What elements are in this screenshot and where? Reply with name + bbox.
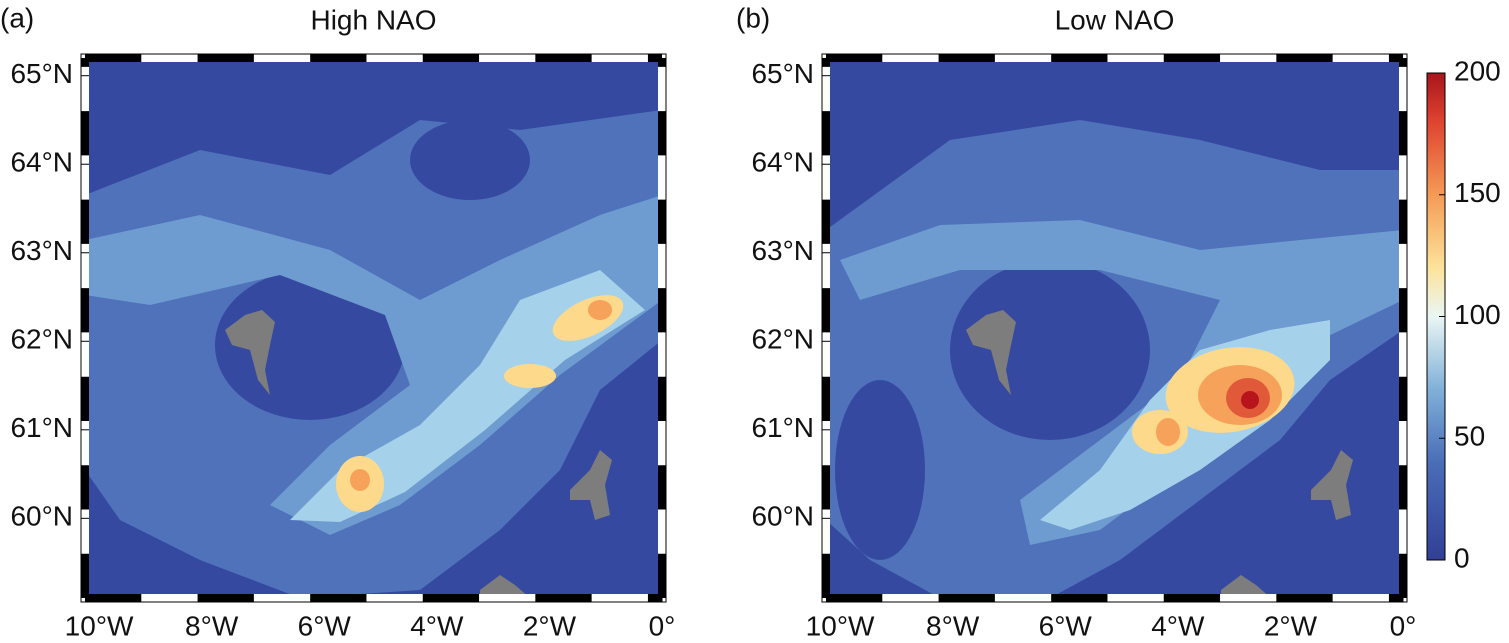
y-tick-label: 61°N [10,412,73,443]
y-tick-label: 65°N [751,58,814,89]
x-tick-label: 6°W [298,610,352,641]
x-tick-label: 10°W [65,610,134,641]
y-tick-label: 60°N [10,501,73,532]
colorbar-tick-label: 0 [1454,542,1470,573]
x-tick-label: 10°W [806,610,875,641]
x-tick-label: 4°W [410,610,464,641]
x-tick-label: 8°W [926,610,980,641]
colorbar-tick-label: 100 [1454,299,1501,330]
y-tick-label: 63°N [10,235,73,266]
x-tick-label: 2°W [523,610,577,641]
colorbar-tick-label: 50 [1454,421,1485,452]
colorbar-tick-label: 150 [1454,177,1501,208]
y-tick-label: 62°N [10,324,73,355]
contour-field [826,58,1403,598]
x-tick-label: 0° [1390,610,1417,641]
axes-border [821,53,1408,603]
y-tick-label: 64°N [751,147,814,178]
y-tick-label: 62°N [751,324,814,355]
x-tick-label: 8°W [185,610,239,641]
panel-title: High NAO [310,4,436,35]
y-tick-label: 64°N [10,147,73,178]
x-tick-label: 0° [649,610,676,641]
axes-border [80,53,667,603]
x-tick-label: 6°W [1039,610,1093,641]
panel-label: (b) [736,2,770,33]
y-tick-label: 65°N [10,58,73,89]
panel-title: Low NAO [1055,4,1175,35]
x-tick-label: 4°W [1151,610,1205,641]
y-tick-label: 60°N [751,501,814,532]
contour-field [85,58,662,598]
y-tick-label: 63°N [751,235,814,266]
x-tick-label: 2°W [1264,610,1318,641]
colorbar-tick-label: 200 [1454,55,1501,86]
panel-label: (a) [0,2,34,33]
y-tick-label: 61°N [751,412,814,443]
